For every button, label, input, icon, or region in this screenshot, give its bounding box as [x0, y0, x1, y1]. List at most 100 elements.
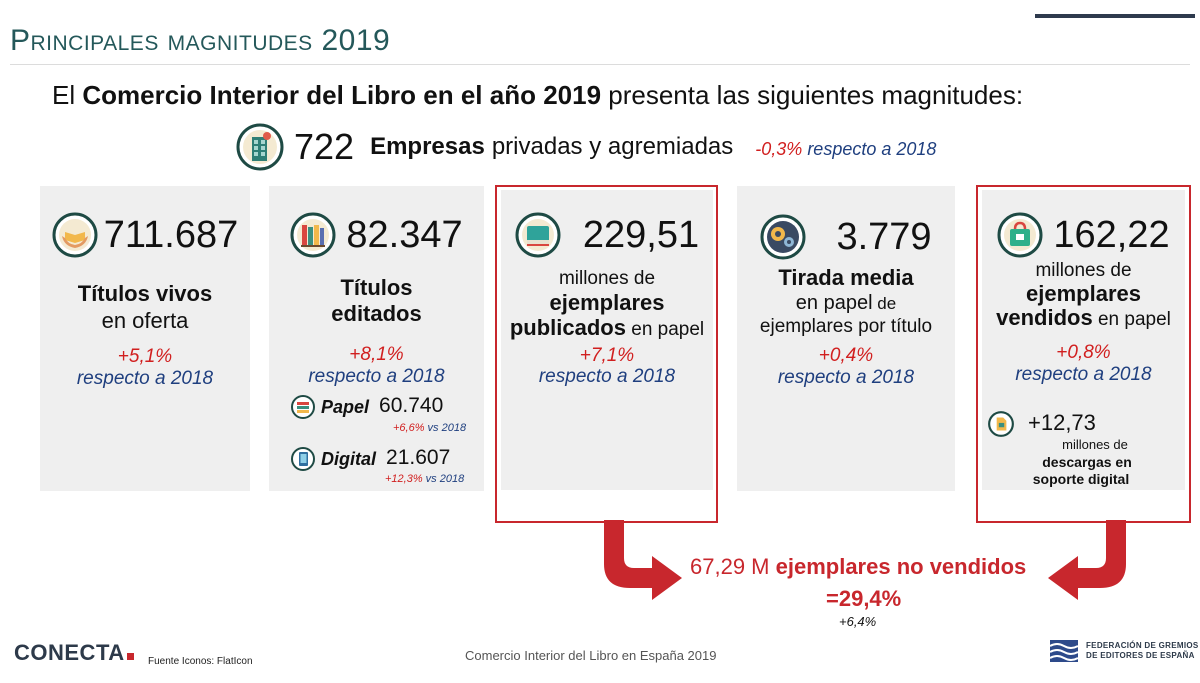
intro-bold: Comercio Interior del Libro en el año 20…: [82, 80, 602, 110]
descargas-row: +12,73: [988, 410, 1096, 438]
tirada-media-label-line3: ejemplares por título: [759, 316, 933, 337]
ejemplares-vendidos-stat: 162,22: [982, 212, 1185, 258]
ejemplares-vendidos-value: 162,22: [1053, 213, 1170, 256]
ejemplares-publicados-change-ref: respecto a 2018: [538, 366, 676, 387]
intro-pre: El: [52, 80, 83, 110]
ejemplares-publicados-label-bold2: publicados: [509, 315, 626, 340]
papel-change: +6,6% vs 2018: [393, 422, 466, 434]
unsold-summary: 67,29 M ejemplares no vendidos: [690, 554, 1026, 580]
empresas-row: 722 Empresas privadas y agremiadas -0,3%…: [236, 122, 936, 172]
titulos-vivos-value: 711.687: [103, 213, 239, 256]
book-icon: [515, 212, 561, 258]
ejemplares-publicados-label-line2: ejemplares: [501, 290, 713, 316]
empresas-value: 722: [294, 126, 355, 167]
card-titulos-vivos: 711.687 Títulos vivos en oferta +5,1% re…: [40, 186, 250, 491]
tirada-media-label-2a: en papel: [795, 292, 873, 314]
titulos-editados-label-bold2: editados: [331, 301, 422, 326]
left-arrow-icon: [604, 520, 682, 600]
paper-book-icon: [291, 395, 315, 419]
conecta-logo-text: CONECTA: [14, 640, 125, 665]
ejemplares-publicados-label-rest: en papel: [625, 319, 705, 340]
titulos-vivos-label: en oferta: [101, 308, 189, 333]
intro-text: El Comercio Interior del Libro en el año…: [52, 80, 1023, 111]
ejemplares-vendidos-label-line3: vendidos en papel: [982, 305, 1185, 333]
ejemplares-publicados-value: 229,51: [582, 213, 700, 256]
conecta-logo: CONECTA: [14, 640, 134, 666]
tirada-media-label-line2: en papel de: [737, 290, 955, 317]
tirada-media-label-2b: de: [872, 294, 897, 313]
building-icon: [236, 123, 284, 171]
descargas-line1: millones de: [1062, 437, 1128, 452]
unsold-label: ejemplares no vendidos: [775, 554, 1027, 579]
tirada-media-change-ref: respecto a 2018: [777, 367, 915, 388]
empresas-change-ref: respecto a 2018: [802, 138, 937, 159]
ejemplares-vendidos-label-bold1: ejemplares: [1026, 281, 1141, 306]
titulos-editados-value: 82.347: [346, 213, 463, 256]
titulos-vivos-change: +5,1%: [117, 346, 173, 367]
descargas-line2: descargas en: [1042, 454, 1132, 470]
digital-change-ref: vs 2018: [422, 473, 465, 485]
tirada-media-label-bold: Tirada media: [778, 265, 914, 290]
right-arrow-icon: [1048, 520, 1126, 600]
ejemplares-publicados-label-bold1: ejemplares: [549, 290, 665, 315]
intro-post: presenta las siguientes magnitudes:: [601, 80, 1024, 110]
ejemplares-vendidos-change: +0,8%: [1056, 342, 1111, 363]
ejemplares-vendidos-label-line2: ejemplares: [982, 281, 1185, 307]
tirada-media-change: +0,4%: [818, 345, 874, 366]
tirada-media-stat: 3.779: [737, 214, 955, 260]
fge-text: FEDERACIÓN DE GREMIOS DE EDITORES DE ESP…: [1086, 641, 1199, 661]
descargas-line3: soporte digital: [1032, 471, 1130, 487]
fge-logo: FEDERACIÓN DE GREMIOS DE EDITORES DE ESP…: [1050, 640, 1199, 662]
digital-row: Digital 21.607: [291, 446, 450, 472]
unsold-change: +6,4%: [839, 614, 877, 629]
card-ejemplares-vendidos: 162,22 millones de ejemplares vendidos e…: [982, 190, 1185, 490]
hands-book-icon: [52, 212, 98, 258]
ejemplares-vendidos-frame: [976, 185, 1191, 523]
card-tirada-media: 3.779 Tirada media en papel de ejemplare…: [737, 186, 955, 491]
ejemplares-vendidos-change-ref: respecto a 2018: [1015, 364, 1152, 385]
titulos-editados-label-line2: editados: [269, 301, 484, 327]
titulos-editados-label-line1: Títulos: [269, 275, 484, 301]
titulos-editados-label-bold1: Títulos: [340, 275, 413, 300]
titulos-editados-change: +8,1%: [349, 344, 404, 365]
sd-card-icon: [988, 411, 1014, 437]
tirada-media-label-line1: Tirada media: [737, 265, 955, 291]
papel-label: Papel: [321, 397, 370, 417]
papel-change-value: +6,6%: [393, 422, 425, 434]
card-titulos-editados: 82.347 Títulos editados +8,1% respecto a…: [269, 186, 484, 491]
empresas-change: -0,3% respecto a 2018: [755, 139, 936, 160]
titulos-vivos-change-ref: respecto a 2018: [76, 368, 214, 389]
papel-value: 60.740: [379, 394, 444, 417]
ejemplares-publicados-stat: 229,51: [501, 212, 713, 258]
ejemplares-vendidos-label-bold2: vendidos: [996, 305, 1093, 330]
descargas-value: +12,73: [1028, 410, 1096, 435]
empresas-label: privadas y agremiadas: [491, 133, 734, 160]
titulos-editados-stat: 82.347: [269, 212, 484, 258]
title-divider: [10, 64, 1190, 65]
tablet-icon: [291, 447, 315, 471]
digital-label: Digital: [321, 449, 377, 469]
empresas-change-value: -0,3%: [755, 138, 803, 159]
fge-line2: DE EDITORES DE ESPAÑA: [1086, 651, 1195, 660]
tirada-media-value: 3.779: [836, 215, 932, 258]
icon-source-note: Fuente Iconos: FlatIcon: [148, 656, 253, 667]
shopping-bag-icon: [997, 212, 1043, 258]
top-accent-bar: [1035, 14, 1195, 18]
ejemplares-publicados-change: +7,1%: [579, 345, 635, 366]
fge-line1: FEDERACIÓN DE GREMIOS: [1086, 641, 1199, 650]
fge-emblem-icon: [1050, 640, 1078, 662]
digital-value: 21.607: [386, 446, 451, 469]
titulos-editados-change-ref: respecto a 2018: [308, 366, 445, 387]
ejemplares-publicados-label-line1: millones de: [558, 268, 656, 289]
conecta-logo-dot: [126, 653, 134, 660]
titulos-vivos-label-bold-line: Títulos vivos: [40, 281, 250, 307]
gears-icon: [760, 214, 806, 260]
digital-change: +12,3% vs 2018: [385, 473, 464, 485]
books-shelf-icon: [290, 212, 336, 258]
slide-title: Principales magnitudes 2019: [10, 24, 391, 57]
ejemplares-vendidos-label-rest: en papel: [1092, 309, 1171, 330]
papel-row: Papel 60.740: [291, 394, 443, 420]
unsold-value: 67,29 M: [690, 554, 770, 579]
unsold-percent: =29,4%: [826, 586, 902, 611]
card-ejemplares-publicados: 229,51 millones de ejemplares publicados…: [501, 190, 713, 490]
